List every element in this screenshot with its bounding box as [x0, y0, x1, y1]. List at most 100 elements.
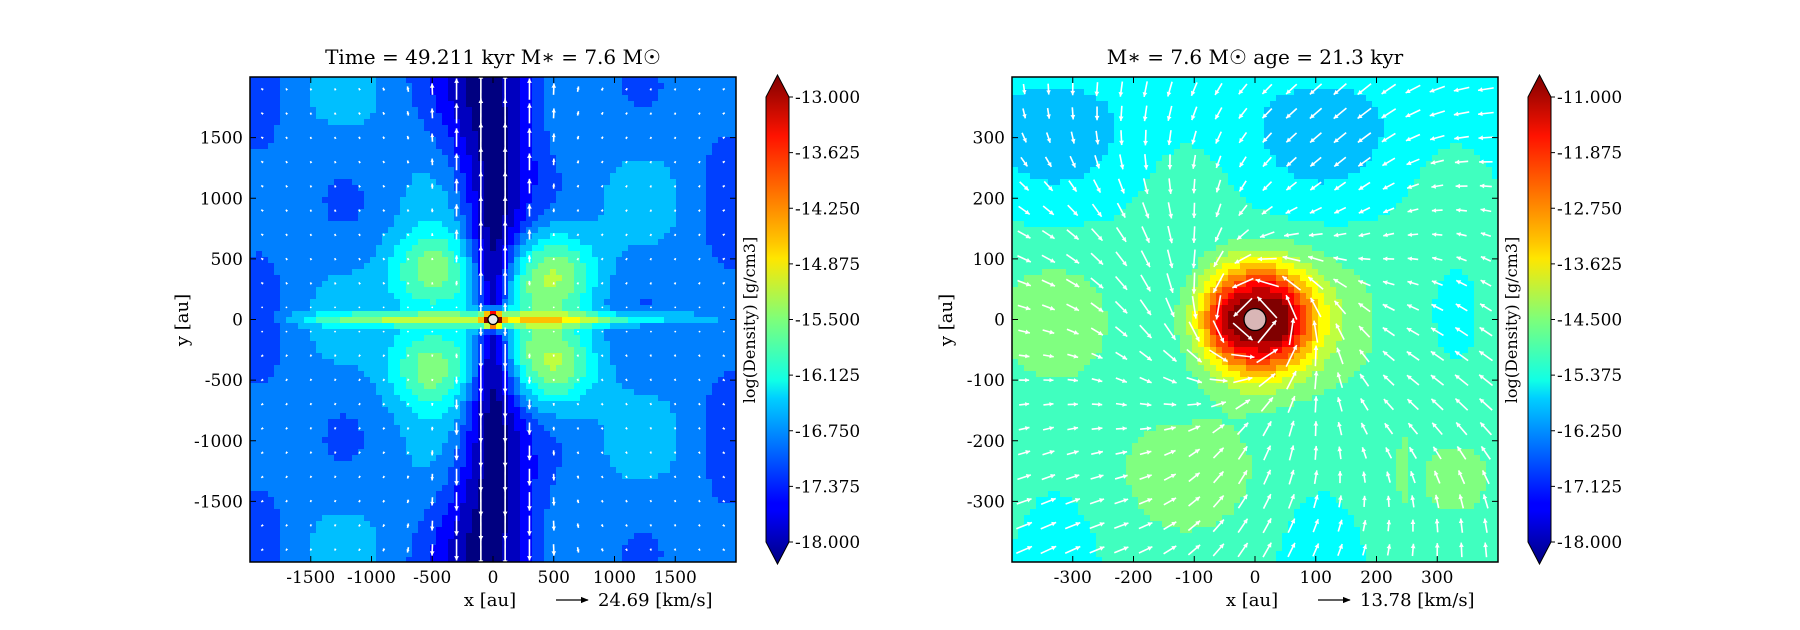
heatmap-cell — [544, 185, 551, 192]
heatmap-cell — [712, 275, 719, 282]
heatmap-cell — [556, 251, 563, 258]
heatmap-cell — [262, 131, 269, 138]
heatmap-cell — [460, 245, 467, 252]
heatmap-cell — [268, 257, 275, 264]
heatmap-cell — [646, 413, 653, 420]
heatmap-cell — [574, 101, 581, 108]
heatmap-cell — [682, 287, 689, 294]
heatmap-cell — [640, 83, 647, 90]
heatmap-cell — [586, 137, 593, 144]
heatmap-cell — [640, 371, 647, 378]
heatmap-cell — [490, 251, 497, 258]
heatmap-cell — [358, 95, 365, 102]
heatmap-cell — [688, 395, 695, 402]
heatmap-cell — [442, 101, 449, 108]
heatmap-cell — [394, 125, 401, 132]
heatmap-cell — [328, 113, 335, 120]
heatmap-cell — [250, 245, 257, 252]
heatmap-cell — [628, 305, 635, 312]
heatmap-cell — [358, 155, 365, 162]
heatmap-cell — [442, 305, 449, 312]
heatmap-cell — [394, 233, 401, 240]
heatmap-cell — [340, 443, 347, 450]
heatmap-cell — [616, 173, 623, 180]
heatmap-cell — [340, 437, 347, 444]
heatmap-cell — [670, 107, 677, 114]
heatmap-cell — [550, 209, 557, 216]
heatmap-cell — [718, 281, 725, 288]
heatmap-cell — [652, 293, 659, 300]
heatmap-cell — [598, 347, 605, 354]
heatmap-cell — [568, 299, 575, 306]
heatmap-cell — [400, 329, 407, 336]
heatmap-cell — [442, 371, 449, 378]
heatmap-cell — [436, 317, 443, 324]
heatmap-cell — [382, 173, 389, 180]
heatmap-cell — [268, 113, 275, 120]
heatmap-cell — [688, 137, 695, 144]
heatmap-cell — [298, 365, 305, 372]
heatmap-cell — [616, 437, 623, 444]
heatmap-cell — [622, 329, 629, 336]
heatmap-cell — [328, 383, 335, 390]
heatmap-cell — [466, 437, 473, 444]
heatmap-cell — [394, 383, 401, 390]
heatmap-cell — [580, 137, 587, 144]
heatmap-cell — [358, 113, 365, 120]
heatmap-cell — [394, 119, 401, 126]
heatmap-cell — [592, 107, 599, 114]
heatmap-cell — [322, 389, 329, 396]
heatmap-cell — [406, 185, 413, 192]
heatmap-cell — [544, 119, 551, 126]
heatmap-cell — [328, 209, 335, 216]
heatmap-cell — [544, 101, 551, 108]
heatmap-cell — [586, 401, 593, 408]
heatmap-cell — [688, 239, 695, 246]
heatmap-cell — [730, 287, 736, 294]
heatmap-cell — [616, 335, 623, 342]
heatmap-cell — [460, 407, 467, 414]
heatmap-cell — [574, 347, 581, 354]
heatmap-cell — [694, 245, 701, 252]
heatmap-cell — [706, 203, 713, 210]
heatmap-cell — [490, 437, 497, 444]
heatmap-cell — [442, 443, 449, 450]
heatmap-cell — [268, 185, 275, 192]
heatmap-cell — [574, 281, 581, 288]
heatmap-cell — [514, 389, 521, 396]
heatmap-cell — [394, 401, 401, 408]
heatmap-cell — [346, 269, 353, 276]
heatmap-cell — [430, 353, 437, 360]
heatmap-cell — [514, 101, 521, 108]
heatmap-cell — [262, 77, 269, 84]
heatmap-cell — [466, 425, 473, 432]
heatmap-cell — [406, 299, 413, 306]
heatmap-cell — [274, 95, 281, 102]
heatmap-cell — [628, 413, 635, 420]
heatmap-cell — [298, 359, 305, 366]
heatmap-cell — [352, 125, 359, 132]
heatmap-cell — [598, 245, 605, 252]
heatmap-cell — [490, 413, 497, 420]
heatmap-cell — [586, 239, 593, 246]
heatmap-cell — [268, 245, 275, 252]
heatmap-cell — [346, 347, 353, 354]
heatmap-cell — [556, 137, 563, 144]
heatmap-cell — [292, 437, 299, 444]
heatmap-cell — [712, 95, 719, 102]
heatmap-cell — [472, 89, 479, 96]
heatmap-cell — [472, 251, 479, 258]
heatmap-cell — [496, 371, 503, 378]
heatmap-cell — [538, 341, 545, 348]
heatmap-cell — [586, 173, 593, 180]
heatmap-cell — [604, 437, 611, 444]
heatmap-cell — [430, 173, 437, 180]
heatmap-cell — [622, 167, 629, 174]
heatmap-cell — [664, 257, 671, 264]
heatmap-cell — [610, 95, 617, 102]
heatmap-cell — [562, 437, 569, 444]
heatmap-cell — [262, 437, 269, 444]
heatmap-cell — [478, 311, 485, 318]
heatmap-cell — [286, 77, 293, 84]
heatmap-cell — [460, 209, 467, 216]
